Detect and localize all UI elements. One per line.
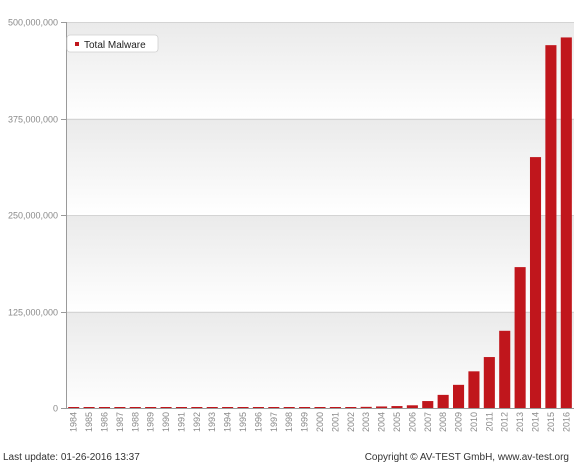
bar-2002: [345, 407, 357, 408]
x-tick-label: 2007: [423, 412, 433, 432]
x-tick-label: 2015: [546, 412, 556, 432]
bar-1995: [237, 407, 249, 408]
bar-1990: [160, 407, 172, 408]
bars: [68, 37, 572, 408]
x-tick-label: 2002: [346, 412, 356, 432]
x-tick-label: 2014: [531, 412, 541, 432]
bar-1989: [145, 407, 157, 408]
x-tick-label: 2005: [392, 412, 402, 432]
x-tick-label: 1993: [207, 412, 217, 432]
x-tick-label: 1985: [84, 412, 94, 432]
legend-label: Total Malware: [84, 40, 146, 51]
x-tick-label: 2013: [515, 412, 525, 432]
x-tick-label: 1992: [192, 412, 202, 432]
x-tick-label: 1994: [223, 412, 233, 432]
legend-box: [66, 34, 159, 53]
x-tick-label: 2000: [315, 412, 325, 432]
bar-1998: [283, 407, 295, 408]
bar-1988: [129, 407, 141, 408]
bar-1999: [299, 407, 311, 408]
bar-1987: [114, 407, 126, 408]
x-tick-label: 1997: [269, 412, 279, 432]
x-tick-label: 2006: [407, 412, 417, 432]
bar-1986: [98, 407, 111, 408]
y-tick-label: 375,000,000: [8, 115, 58, 125]
bar-2012: [499, 330, 511, 408]
x-tick-label: 2011: [484, 412, 494, 431]
background-band: [66, 215, 574, 312]
x-tick-label: 1998: [284, 412, 294, 432]
bar-2013: [514, 267, 526, 408]
bar-1993: [206, 407, 218, 408]
x-tick-label: 1990: [161, 412, 171, 432]
x-tick-label: 1984: [69, 412, 79, 432]
bar-2005: [391, 406, 403, 408]
copyright-text: Copyright © AV-TEST GmbH, www.av-test.or…: [364, 452, 569, 463]
x-tick-label: 2009: [454, 412, 464, 432]
x-tick-label: 1991: [176, 412, 186, 432]
x-tick-label: 1995: [238, 412, 248, 432]
x-tick-label: 2008: [438, 412, 448, 432]
y-axis: 0 125,000,000 250,000,000 375,000,000 500,00…: [8, 18, 67, 414]
x-tick-label: 2004: [377, 412, 387, 432]
x-tick-label: 1999: [300, 412, 310, 432]
bar-1996: [252, 407, 264, 408]
bar-1997: [268, 407, 280, 408]
x-tick-label: 2016: [561, 412, 571, 432]
background-band: [66, 118, 574, 215]
x-tick-label: 1989: [146, 412, 156, 432]
bar-2015: [545, 45, 557, 408]
bar-1992: [191, 407, 203, 408]
last-update-text: Last update: 01-26-2016 13:37: [3, 452, 140, 463]
x-axis: 1984 1985 1986 1987 1988 1989 1990 1991 1992 1993…: [66, 408, 574, 432]
x-tick-label: 2001: [330, 412, 340, 432]
y-tick-label: 0: [53, 404, 58, 414]
x-tick-label: 2010: [469, 412, 479, 432]
bar-2014: [529, 157, 542, 408]
bar-2010: [468, 371, 480, 408]
y-tick-label: 500,000,000: [8, 18, 58, 28]
y-tick-label: 250,000,000: [8, 211, 58, 221]
y-tick-label: 125,000,000: [8, 308, 58, 318]
bar-2011: [483, 357, 495, 408]
x-tick-label: 1987: [115, 412, 125, 432]
background-band: [66, 311, 574, 408]
bar-2006: [406, 405, 418, 408]
bar-2009: [453, 384, 465, 408]
x-tick-label: 1988: [130, 412, 140, 432]
bar-2001: [329, 407, 341, 408]
x-tick-label: 2003: [361, 412, 371, 432]
bar-2004: [376, 406, 388, 408]
malware-bar-chart: 0 125,000,000 250,000,000 375,000,000 500,00…: [8, 18, 574, 432]
bar-2003: [360, 406, 372, 408]
bar-2007: [422, 401, 434, 408]
bar-2000: [314, 407, 326, 408]
bar-1985: [83, 407, 95, 408]
background-bands: [66, 22, 574, 408]
bar-2016: [560, 37, 572, 408]
legend: Total Malware: [66, 34, 159, 53]
x-tick-label: 1986: [99, 412, 109, 432]
x-tick-label: 1996: [253, 412, 263, 432]
bar-2008: [437, 394, 449, 408]
x-tick-label: 2012: [500, 412, 510, 432]
bar-1984: [68, 407, 80, 408]
bar-1994: [222, 407, 234, 408]
legend-swatch: [75, 42, 79, 46]
bar-1991: [175, 407, 187, 408]
